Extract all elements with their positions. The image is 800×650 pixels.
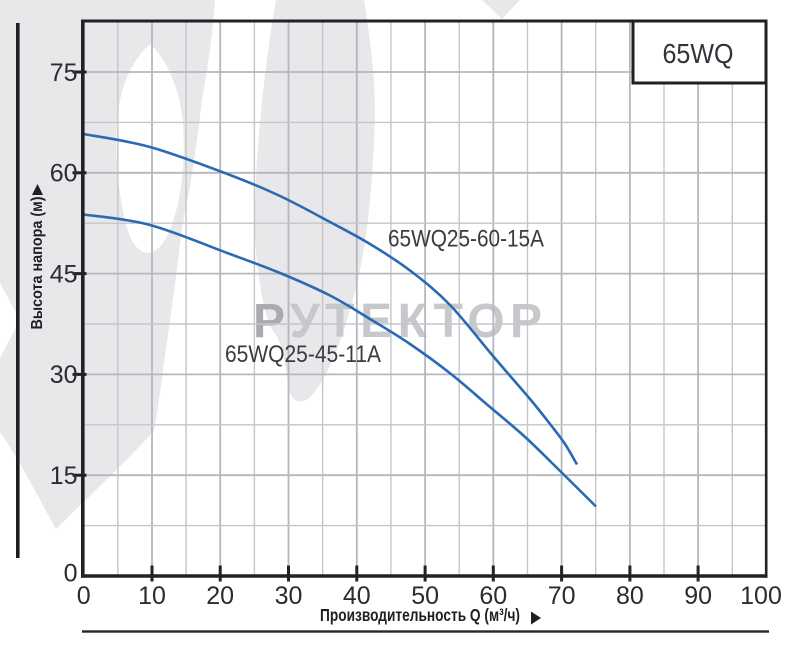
svg-text:Высота напора (м): Высота напора (м) — [29, 197, 46, 330]
svg-text:65WQ25-60-15A: 65WQ25-60-15A — [388, 225, 545, 252]
svg-text:40: 40 — [343, 582, 371, 610]
svg-text:0: 0 — [77, 582, 91, 610]
svg-text:65WQ25-45-11A: 65WQ25-45-11A — [225, 341, 382, 368]
svg-text:60: 60 — [479, 582, 507, 610]
svg-text:80: 80 — [616, 582, 644, 610]
svg-text:90: 90 — [684, 582, 712, 610]
svg-text:30: 30 — [275, 582, 303, 610]
svg-text:60: 60 — [50, 160, 78, 188]
svg-text:65WQ: 65WQ — [663, 38, 734, 69]
svg-text:30: 30 — [50, 361, 78, 389]
svg-text:45: 45 — [50, 260, 78, 288]
svg-text:50: 50 — [411, 582, 439, 610]
svg-text:70: 70 — [548, 582, 576, 610]
svg-text:20: 20 — [206, 582, 234, 610]
svg-text:15: 15 — [50, 462, 78, 490]
svg-text:75: 75 — [50, 59, 78, 87]
svg-text:Производительность Q (м³/ч): Производительность Q (м³/ч) — [320, 605, 520, 625]
svg-text:10: 10 — [138, 582, 166, 610]
svg-text:100: 100 — [740, 582, 782, 610]
svg-text:РУТЕКТОР: РУТЕКТОР — [253, 295, 548, 348]
svg-text:0: 0 — [64, 560, 78, 588]
